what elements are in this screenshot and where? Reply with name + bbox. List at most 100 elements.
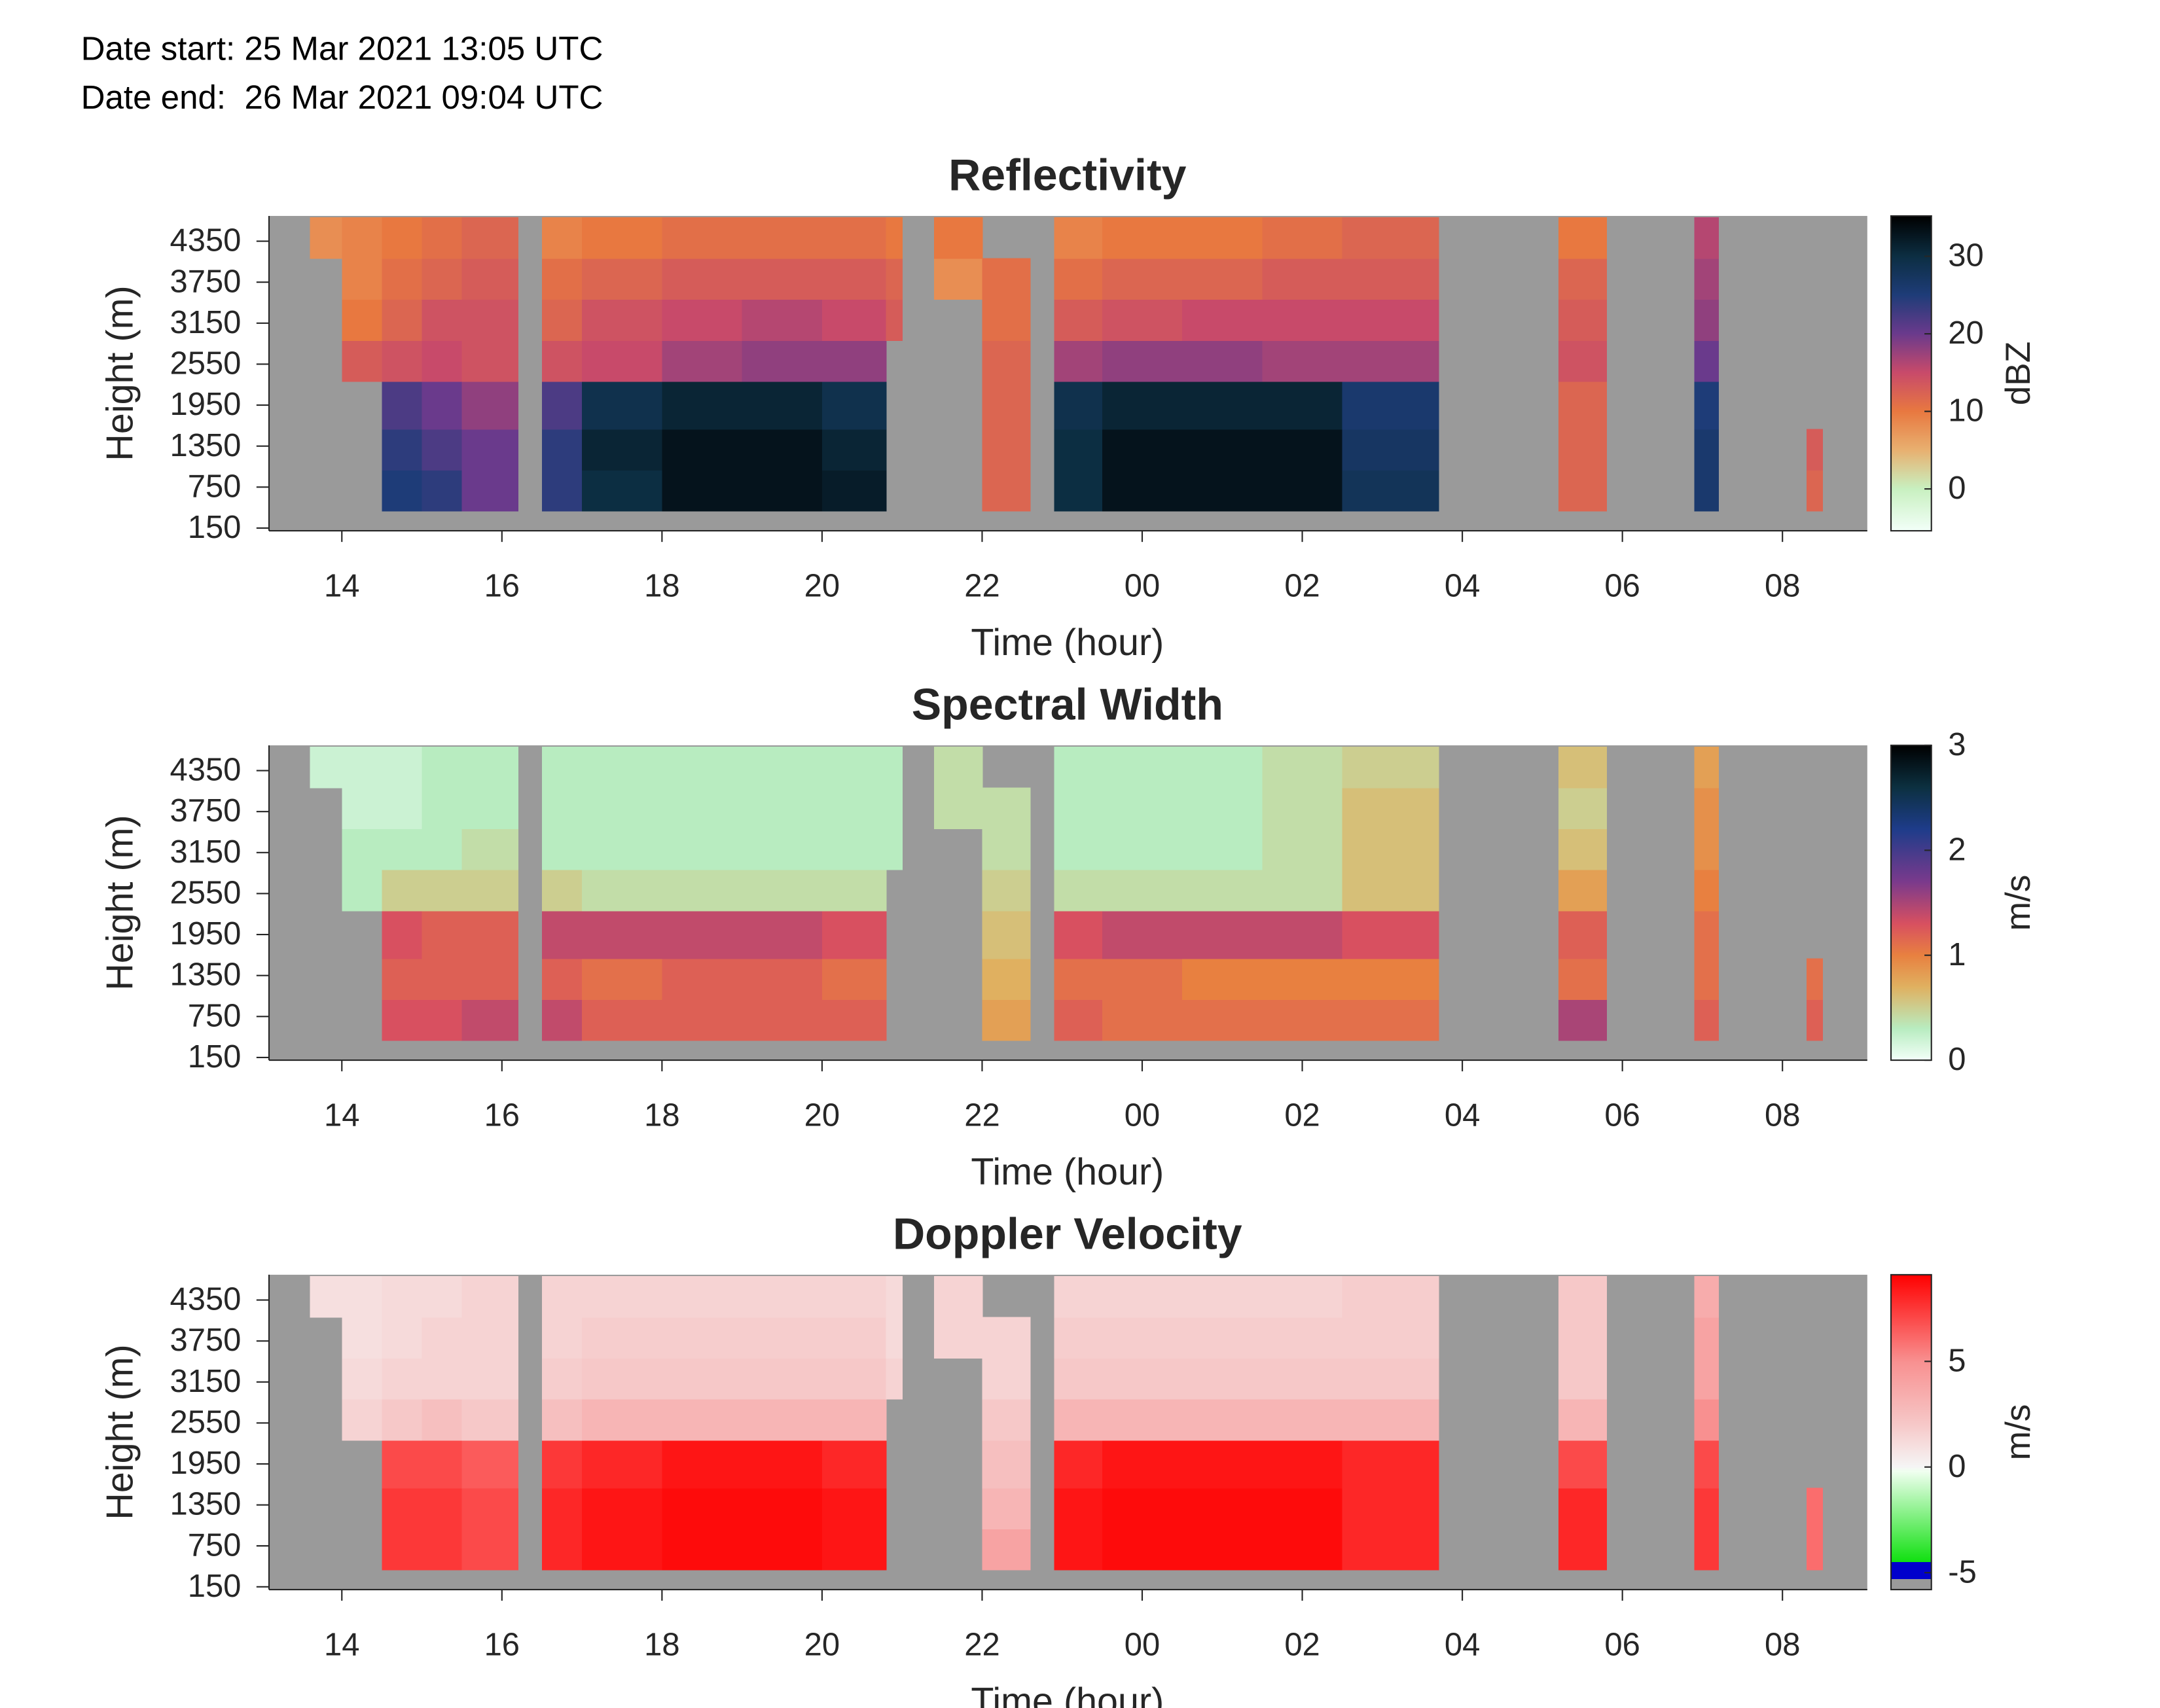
heatmap-cell	[541, 999, 583, 1041]
heatmap-cell	[582, 1317, 663, 1359]
heatmap-cell	[1558, 1358, 1608, 1400]
heatmap-cell	[1262, 340, 1343, 382]
heatmap-cell	[1558, 828, 1608, 870]
heatmap-cell	[342, 747, 383, 789]
colorbar-tick-label: 10	[1948, 393, 1983, 429]
heatmap-cell	[1694, 258, 1719, 300]
heatmap-cell	[662, 1487, 743, 1530]
heatmap-cell	[422, 299, 463, 341]
heatmap-cell	[1054, 1529, 1103, 1571]
heatmap-cell	[382, 1487, 423, 1530]
heatmap-cell	[582, 910, 663, 959]
heatmap-cell	[342, 1317, 383, 1359]
x-tick-label: 14	[324, 1097, 359, 1133]
heatmap-cell	[541, 958, 583, 1001]
heatmap-cell	[662, 828, 743, 870]
heatmap-cell	[1102, 217, 1183, 259]
heatmap-cell	[541, 299, 583, 341]
y-tick-label: 1950	[170, 387, 242, 422]
heatmap-cell	[1342, 1487, 1439, 1530]
heatmap-cell	[1262, 869, 1343, 912]
heatmap-cell	[1102, 910, 1183, 959]
heatmap-cell	[1342, 217, 1439, 259]
heatmap-cell	[1102, 381, 1183, 430]
y-tick-label: 1950	[170, 916, 242, 952]
heatmap-cell	[382, 470, 423, 512]
heatmap-cell	[422, 429, 463, 471]
heatmap-cell	[342, 787, 383, 830]
heatmap-cell	[422, 258, 463, 300]
heatmap-cell	[662, 1398, 743, 1441]
y-tick-label: 1350	[170, 428, 242, 463]
heatmap-cell	[461, 1440, 519, 1489]
heatmap-cell	[1182, 340, 1263, 382]
colorbar-label: dBZ	[1999, 342, 2038, 406]
heatmap-cell	[1342, 1440, 1439, 1489]
heatmap-cell	[382, 258, 423, 300]
heatmap-cell	[821, 217, 887, 259]
heatmap-cell	[582, 828, 663, 870]
heatmap-cell	[1054, 1358, 1103, 1400]
heatmap-cell	[422, 999, 463, 1041]
heatmap-cell	[662, 217, 743, 259]
heatmap-cell	[1054, 958, 1103, 1001]
heatmap-cell	[1262, 299, 1343, 341]
colorbar-label: m/s	[1999, 875, 2038, 931]
heatmap-cell	[742, 1276, 823, 1318]
heatmap-cell	[1558, 1276, 1608, 1318]
heatmap-cell	[1342, 429, 1439, 471]
colorbar-tick-label: 3	[1948, 727, 1966, 762]
heatmap-cell	[1342, 1317, 1439, 1359]
y-tick-label: 3750	[170, 264, 242, 299]
heatmap-cell	[541, 1487, 583, 1530]
heatmap-cell	[1558, 1529, 1608, 1571]
heatmap-cell	[821, 340, 887, 382]
heatmap-cell	[662, 747, 743, 789]
y-axis-label: Height (m)	[99, 815, 141, 990]
heatmap-cell	[1806, 1487, 1824, 1530]
heatmap-cell	[886, 787, 903, 830]
x-tick-label: 14	[324, 1627, 359, 1662]
heatmap-cell	[1342, 1529, 1439, 1571]
y-tick-label: 750	[188, 998, 242, 1033]
heatmap-cell	[742, 999, 823, 1041]
heatmap-cell	[422, 958, 463, 1001]
heatmap-cell	[1262, 958, 1343, 1001]
colorbar-tick-label: -5	[1948, 1554, 1977, 1590]
heatmap-cell	[662, 381, 743, 430]
heatmap-cell	[821, 747, 887, 789]
heatmap-cell	[982, 1487, 1031, 1530]
heatmap-cell	[982, 381, 1031, 430]
heatmap-cell	[1054, 787, 1103, 830]
heatmap-cell	[1806, 999, 1824, 1041]
heatmap-cell	[1262, 747, 1343, 789]
heatmap-cell	[1102, 1358, 1183, 1400]
x-tick-label: 04	[1445, 1627, 1480, 1662]
heatmap-cell	[662, 429, 743, 471]
x-tick-label: 20	[804, 1097, 840, 1133]
heatmap-cell	[1558, 258, 1608, 300]
heatmap-cell	[934, 747, 983, 789]
heatmap-cell	[1342, 1276, 1439, 1318]
heatmap-cell	[662, 1276, 743, 1318]
heatmap-cell	[1342, 1398, 1439, 1441]
heatmap-cell	[982, 1398, 1031, 1441]
heatmap-cell	[1102, 1440, 1183, 1489]
heatmap-cell	[1262, 217, 1343, 259]
heatmap-cell	[541, 747, 583, 789]
heatmap-cell	[461, 1276, 519, 1318]
heatmap-cell	[1054, 869, 1103, 912]
heatmap-cell	[1054, 299, 1103, 341]
heatmap-cell	[821, 999, 887, 1041]
heatmap-cell	[582, 429, 663, 471]
heatmap-cell	[541, 470, 583, 512]
heatmap-cell	[1694, 1398, 1719, 1441]
y-tick-label: 1350	[170, 957, 242, 993]
heatmap-cell	[982, 299, 1031, 341]
heatmap-cell	[1694, 381, 1719, 430]
heatmap-cell	[582, 381, 663, 430]
heatmap-cell	[342, 1276, 383, 1318]
heatmap-cell	[1342, 828, 1439, 870]
heatmap-cell	[461, 828, 519, 870]
heatmap-cell	[1054, 1317, 1103, 1359]
